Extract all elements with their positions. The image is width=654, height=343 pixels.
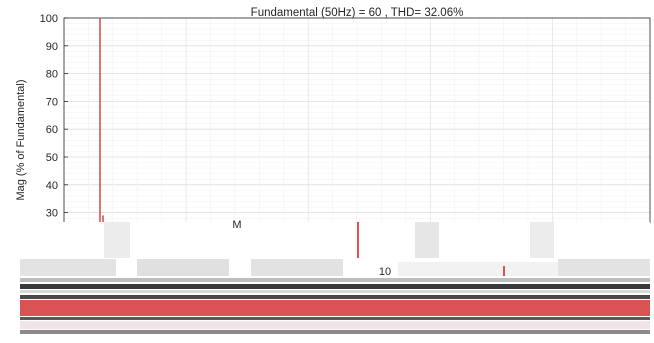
y-tick-label: 60 [46, 124, 58, 136]
chart-grid [63, 17, 651, 222]
harmonic-bar [102, 215, 104, 222]
y-tick-label: 90 [46, 41, 58, 53]
y-tick-label: 80 [46, 69, 58, 81]
render-artifact-region [20, 222, 650, 334]
chart-title: Fundamental (50Hz) = 60 , THD= 32.06% [251, 7, 464, 19]
y-tick-label: 40 [46, 180, 58, 192]
y-axis-ticks: 30 40 50 60 70 80 90 100 [40, 13, 68, 220]
y-tick-label: 70 [46, 96, 58, 108]
partial-label-m: M [232, 219, 241, 231]
y-tick-label: 50 [46, 152, 58, 164]
y-tick-label: 100 [40, 13, 58, 25]
y-tick-label: 30 [46, 208, 58, 220]
y-axis-label: Mag (% of Fundamental) [15, 79, 27, 200]
harmonic-bars [99, 18, 104, 222]
harmonic-bar [99, 18, 101, 222]
partial-label-10: 10 [379, 266, 391, 278]
